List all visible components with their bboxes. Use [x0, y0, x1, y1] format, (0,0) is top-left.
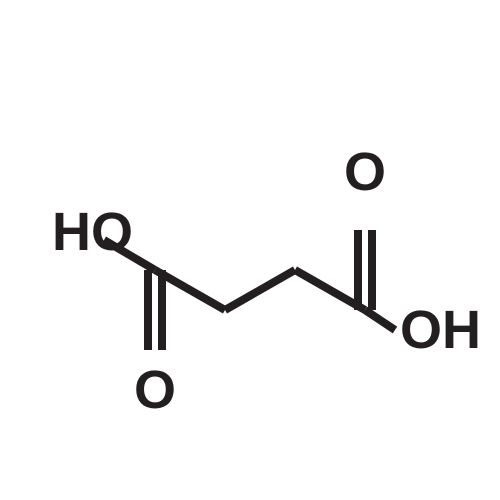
bond	[365, 310, 395, 330]
molecule-diagram: HO O O OH	[0, 0, 500, 500]
atom-label-OH_right: OH	[400, 300, 481, 360]
atom-label-O_bottom: O	[134, 360, 176, 420]
atom-label-HO_left: HO	[52, 202, 133, 262]
bond	[225, 270, 295, 310]
atom-label-O_top: O	[344, 142, 386, 202]
